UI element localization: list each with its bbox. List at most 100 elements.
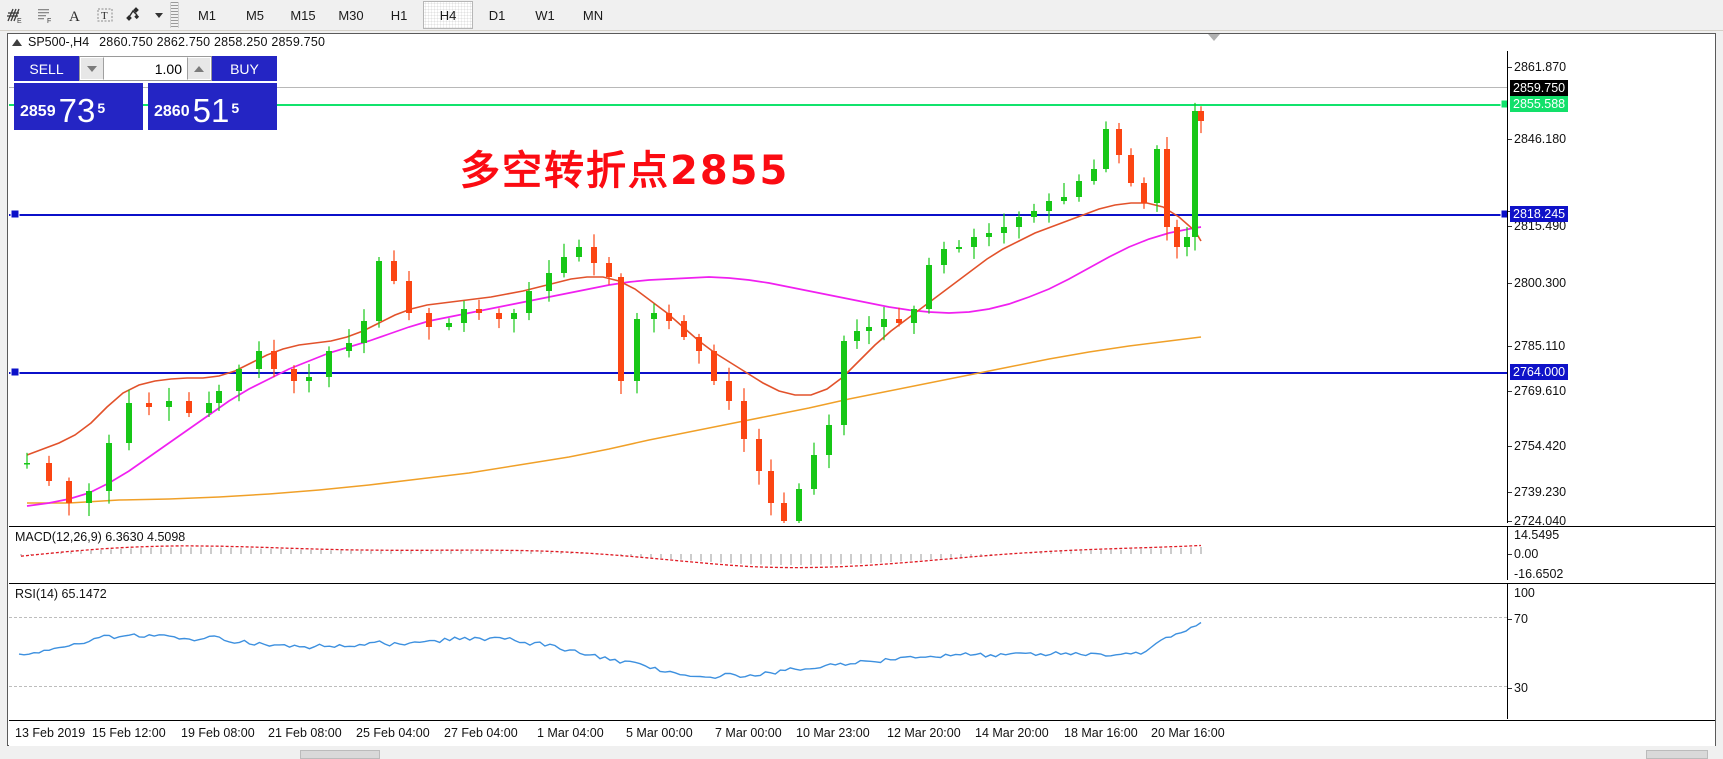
price-chart-svg [24, 102, 1204, 523]
grid-icon[interactable]: F [30, 1, 60, 29]
time-label: 10 Mar 23:00 [796, 726, 870, 740]
timeframe-h1[interactable]: H1 [390, 7, 408, 23]
time-label: 21 Feb 08:00 [268, 726, 342, 740]
price-tick: 2724.040 [1507, 514, 1567, 528]
price-pane[interactable] [9, 51, 1507, 523]
green-level-line[interactable] [9, 104, 1507, 106]
price-tick: 2754.420 [1507, 439, 1567, 453]
blue-level-tag-2764[interactable]: 2764.000 [1510, 364, 1569, 380]
buy-price-block[interactable]: 2860 51 5 [148, 83, 277, 130]
blue-level-line-2818[interactable] [9, 214, 1507, 216]
dropdown-caret-icon[interactable] [150, 1, 166, 29]
blue-line-anchor-left-2818[interactable] [10, 209, 20, 219]
sell-price-block[interactable]: 2859 73 5 [14, 83, 143, 130]
timeframe-h4[interactable]: H4 [423, 1, 473, 29]
one-click-trading-panel: SELL 1.00 BUY 2859 73 5 [14, 56, 277, 130]
timeframe-m30[interactable]: M30 [338, 7, 364, 23]
macd-scale: 14.5495 0.00 -16.6502 [1507, 526, 1715, 581]
time-label: 18 Mar 16:00 [1064, 726, 1138, 740]
rsi-level-70-line [9, 617, 1507, 618]
volume-decrease-button[interactable] [80, 57, 104, 80]
price-tick: 2769.610 [1507, 384, 1567, 398]
blue-line-anchor-2818[interactable] [1500, 209, 1507, 219]
price-tick: 2846.180 [1507, 132, 1567, 146]
status-bar [0, 748, 1723, 759]
time-label: 20 Mar 16:00 [1151, 726, 1225, 740]
volume-increase-button[interactable] [187, 57, 211, 80]
time-label: 27 Feb 04:00 [444, 726, 518, 740]
label-icon[interactable]: T [90, 1, 120, 29]
toolbar-separator [170, 2, 179, 28]
svg-text:T: T [101, 10, 108, 22]
rsi-level-30-line [9, 686, 1507, 687]
time-label: 5 Mar 00:00 [626, 726, 693, 740]
trade-panel-top: SELL 1.00 BUY [14, 56, 277, 81]
rsi-tick: 70 [1508, 612, 1528, 626]
timeframe-m1[interactable]: M1 [197, 7, 217, 23]
objects-icon[interactable] [120, 1, 150, 29]
time-label: 14 Mar 20:00 [975, 726, 1049, 740]
macd-pane[interactable]: MACD(12,26,9) 6.3630 4.5098 [9, 526, 1507, 580]
rsi-chart-svg [18, 621, 1202, 680]
buy-button[interactable]: BUY [212, 56, 277, 81]
rsi-label: RSI(14) 65.1472 [15, 587, 107, 601]
svg-text:A: A [69, 9, 80, 25]
macd-tick: -16.6502 [1514, 567, 1564, 581]
rsi-scale: 100 70 30 [1507, 583, 1715, 719]
price-tick: 2800.300 [1507, 276, 1567, 290]
quote-row: 2859 73 5 2860 51 5 [14, 83, 277, 130]
macd-label: MACD(12,26,9) 6.3630 4.5098 [15, 530, 186, 544]
sell-button[interactable]: SELL [14, 56, 79, 81]
text-icon[interactable]: A [60, 1, 90, 29]
sell-price-prefix: 2859 [20, 103, 56, 120]
price-tick: 2815.490 [1507, 219, 1567, 233]
time-label: 19 Feb 08:00 [181, 726, 255, 740]
price-scale[interactable]: 2861.870 2846.180 2830.680 2815.490 2800… [1507, 51, 1715, 528]
chart-shift-marker-icon[interactable] [1208, 34, 1220, 41]
macd-tick: 0.00 [1507, 547, 1539, 561]
blue-line-anchor-left-2764[interactable] [10, 367, 20, 377]
rsi-pane[interactable]: RSI(14) 65.1472 [9, 583, 1507, 719]
chevron-up-icon [194, 65, 204, 72]
chart-annotation-text[interactable]: 多空转折点2855 [460, 148, 790, 194]
timeframe-d1[interactable]: D1 [488, 7, 506, 23]
volume-value[interactable]: 1.00 [104, 57, 187, 80]
time-label: 15 Feb 12:00 [92, 726, 166, 740]
sell-price-fraction: 5 [97, 100, 106, 116]
timeframe-mn[interactable]: MN [582, 7, 604, 23]
buy-price-fraction: 5 [231, 100, 240, 116]
time-label: 12 Mar 20:00 [887, 726, 961, 740]
symbol-label: SP500-,H4 [28, 35, 90, 49]
timeframe-m15[interactable]: M15 [290, 7, 316, 23]
rsi-tick: 100 [1514, 586, 1535, 600]
price-tick: 2785.110 [1507, 339, 1566, 353]
chart-header: SP500-,H4 2860.750 2862.750 2858.250 285… [8, 34, 1715, 50]
sell-price-main: 73 [58, 92, 96, 129]
time-label: 13 Feb 2019 [15, 726, 86, 740]
green-level-tag[interactable]: 2855.588 [1510, 96, 1569, 112]
buy-price-prefix: 2860 [154, 103, 190, 120]
time-axis[interactable]: 13 Feb 2019 15 Feb 12:00 19 Feb 08:00 21… [9, 720, 1715, 746]
price-tick: 2861.870 [1507, 60, 1567, 74]
toolbar: E F A T [0, 0, 1723, 31]
svg-text:E: E [17, 18, 22, 25]
ohlc-values: 2860.750 2862.750 2858.250 2859.750 [99, 35, 326, 49]
status-segment [1646, 750, 1708, 759]
macd-chart-svg [20, 544, 1202, 569]
indicators-icon[interactable]: E [0, 1, 30, 29]
timeframe-w1[interactable]: W1 [535, 7, 555, 23]
time-label: 7 Mar 00:00 [715, 726, 782, 740]
collapse-triangle-icon[interactable] [12, 38, 22, 46]
rsi-tick: 30 [1508, 681, 1528, 695]
time-label: 25 Feb 04:00 [356, 726, 430, 740]
chevron-down-icon [87, 65, 97, 72]
timeframe-m5[interactable]: M5 [245, 7, 265, 23]
blue-level-line-2764[interactable] [9, 372, 1507, 374]
volume-field[interactable]: 1.00 [79, 56, 212, 81]
blue-level-tag-2818[interactable]: 2818.245 [1510, 206, 1569, 222]
buy-price-main: 51 [192, 92, 230, 129]
current-price-tag: 2859.750 [1510, 80, 1569, 96]
svg-text:F: F [47, 18, 51, 25]
green-line-anchor[interactable] [1500, 99, 1507, 109]
